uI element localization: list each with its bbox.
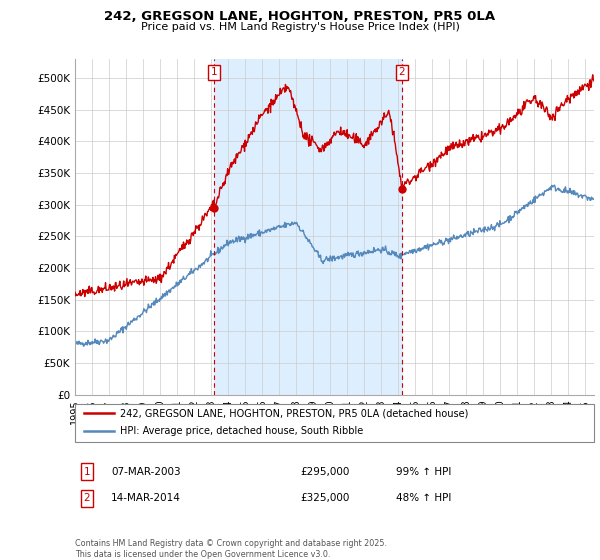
Bar <box>214 59 402 395</box>
Text: 99% ↑ HPI: 99% ↑ HPI <box>396 466 451 477</box>
Text: 2: 2 <box>398 67 405 77</box>
Text: Contains HM Land Registry data © Crown copyright and database right 2025.
This d: Contains HM Land Registry data © Crown c… <box>75 539 387 559</box>
Text: £325,000: £325,000 <box>300 493 349 503</box>
Text: HPI: Average price, detached house, South Ribble: HPI: Average price, detached house, Sout… <box>120 426 363 436</box>
Text: Price paid vs. HM Land Registry's House Price Index (HPI): Price paid vs. HM Land Registry's House … <box>140 22 460 32</box>
Text: 2: 2 <box>83 493 91 503</box>
Text: 1: 1 <box>83 466 91 477</box>
Text: 14-MAR-2014: 14-MAR-2014 <box>111 493 181 503</box>
Text: 1: 1 <box>211 67 218 77</box>
Text: 242, GREGSON LANE, HOGHTON, PRESTON, PR5 0LA: 242, GREGSON LANE, HOGHTON, PRESTON, PR5… <box>104 10 496 23</box>
Text: £295,000: £295,000 <box>300 466 349 477</box>
Text: 07-MAR-2003: 07-MAR-2003 <box>111 466 181 477</box>
Text: 48% ↑ HPI: 48% ↑ HPI <box>396 493 451 503</box>
Text: 242, GREGSON LANE, HOGHTON, PRESTON, PR5 0LA (detached house): 242, GREGSON LANE, HOGHTON, PRESTON, PR5… <box>120 408 469 418</box>
